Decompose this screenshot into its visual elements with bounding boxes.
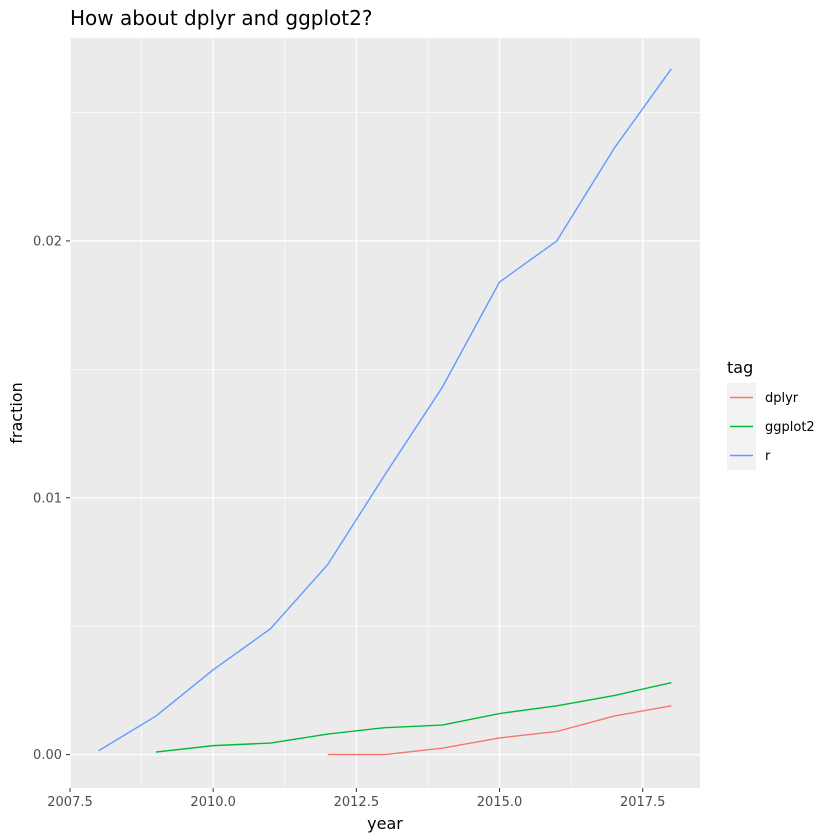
x-axis-title: year (367, 814, 403, 833)
y-axis-title: fraction (7, 382, 26, 443)
legend-title: tag (727, 358, 753, 377)
x-tick-label: 2017.5 (620, 795, 666, 810)
y-tick-label: 0.00 (33, 748, 62, 763)
series-line-r (98, 68, 672, 752)
x-tick-label: 2015.0 (477, 795, 523, 810)
x-tick-label: 2012.5 (334, 795, 380, 810)
legend-label-r: r (765, 449, 771, 464)
legend-label-dplyr: dplyr (765, 391, 799, 406)
plot-panel (70, 38, 700, 788)
legend-label-ggplot2: ggplot2 (765, 420, 815, 435)
x-axis: 2007.5 2010.0 2012.5 2015.0 2017.5 (47, 788, 665, 810)
x-tick-label: 2007.5 (47, 795, 93, 810)
y-tick-label: 0.01 (33, 491, 62, 506)
chart-title: How about dplyr and ggplot2? (70, 6, 372, 30)
x-tick-label: 2010.0 (190, 795, 236, 810)
legend: tag dplyr ggplot2 r (727, 358, 815, 470)
series-lines (98, 68, 672, 756)
y-axis: 0.00 0.01 0.02 (33, 234, 70, 763)
y-tick-label: 0.02 (33, 234, 62, 249)
series-line-dplyr (327, 705, 672, 756)
series-line-ggplot2 (155, 682, 672, 753)
